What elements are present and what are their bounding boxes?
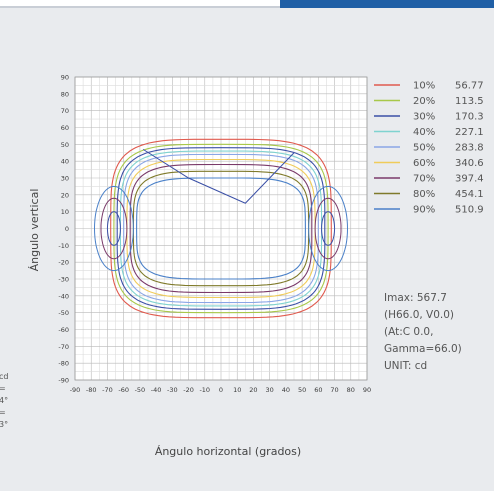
plot-border <box>74 76 368 381</box>
y-tick-label: -90 <box>58 377 69 385</box>
contour-lobe <box>93 185 134 272</box>
contours <box>93 138 349 319</box>
y-tick-label: 60 <box>61 124 69 132</box>
x-tick-label: 80 <box>347 386 355 394</box>
legend-label: 50% <box>413 143 435 154</box>
contour-lobe <box>314 197 342 260</box>
y-tick-label: 40 <box>61 158 69 166</box>
x-tick-label: 50 <box>298 386 306 394</box>
legend-label: 30% <box>413 112 435 123</box>
y-tick-label: -40 <box>58 292 69 300</box>
y-tick-label: 30 <box>61 175 69 183</box>
left-fragment: = <box>0 408 6 417</box>
x-tick-label: 70 <box>330 386 338 394</box>
left-fragment: 4° <box>0 396 8 405</box>
y-tick-label: 20 <box>61 191 69 199</box>
legend: 10% 56.77 20% 113.5 30% 170.3 40% 227.1 50% 283.8… <box>374 81 484 216</box>
info-line: UNIT: cd <box>384 360 427 372</box>
legend-value: 56.77 <box>455 81 484 92</box>
contour-lobe <box>100 197 128 260</box>
x-tick-label: -90 <box>70 386 81 394</box>
legend-value: 283.8 <box>455 143 484 154</box>
x-tick-label: 20 <box>249 386 257 394</box>
legend-label: 90% <box>413 205 435 216</box>
x-tick-label: -70 <box>102 386 113 394</box>
x-tick-label: 60 <box>314 386 322 394</box>
y-tick-label: 70 <box>61 107 69 115</box>
left-fragment: 3° <box>0 420 8 429</box>
info-line: (H66.0, V0.0) <box>384 309 454 321</box>
x-tick-labels: -90 -80 -70 -60 -50 -40 -30 -20 -10 0 10 20 30 40 50 60… <box>70 386 371 394</box>
contour-dip <box>142 148 295 204</box>
y-tick-label: -50 <box>58 309 69 317</box>
contour-line <box>116 147 326 310</box>
x-tick-label: -80 <box>86 386 97 394</box>
y-axis-title: Ángulo vertical <box>28 189 41 272</box>
contour-line <box>136 177 306 280</box>
legend-value: 170.3 <box>455 112 484 123</box>
contour-lobe <box>321 211 336 246</box>
y-tick-label: 10 <box>61 208 69 216</box>
x-tick-label: -60 <box>118 386 129 394</box>
info-block: Imax: 567.7 (H66.0, V0.0) (At:C 0.0, Gamma=… <box>384 292 462 372</box>
x-tick-label: 0 <box>219 386 223 394</box>
info-line: (At:C 0.0, <box>384 326 433 338</box>
y-tick-label: 90 <box>61 74 69 82</box>
legend-label: 70% <box>413 174 435 185</box>
x-tick-label: 90 <box>363 386 371 394</box>
legend-value: 340.6 <box>455 158 484 169</box>
legend-label: 10% <box>413 81 435 92</box>
x-tick-label: 40 <box>282 386 290 394</box>
x-tick-label: -50 <box>135 386 146 394</box>
y-tick-labels: 90 80 70 60 50 40 30 20 10 0 -10 -20 -30 -40 -50 -60 -70… <box>58 74 69 385</box>
info-line: Gamma=66.0) <box>384 343 462 355</box>
contour-lobe <box>106 211 121 246</box>
y-tick-label: -20 <box>58 259 69 267</box>
y-tick-label: 50 <box>61 141 69 149</box>
legend-value: 510.9 <box>455 205 484 216</box>
left-fragment: cd <box>0 372 8 381</box>
contour-lobe <box>308 185 349 272</box>
y-tick-label: 80 <box>61 90 69 98</box>
legend-value: 454.1 <box>455 189 484 200</box>
top-accent-bar <box>280 0 494 8</box>
legend-label: 40% <box>413 127 435 138</box>
x-tick-label: -40 <box>151 386 162 394</box>
x-tick-label: -20 <box>183 386 194 394</box>
y-tick-label: -30 <box>58 276 69 284</box>
left-fragments: cd = 4° = 3° <box>0 372 8 429</box>
top-tab-strip <box>0 0 280 6</box>
legend-label: 80% <box>413 189 435 200</box>
info-line: Imax: 567.7 <box>384 292 447 304</box>
contour-line <box>129 163 313 294</box>
x-tick-label: 10 <box>233 386 241 394</box>
y-tick-label: -10 <box>58 242 69 250</box>
legend-label: 60% <box>413 158 435 169</box>
x-tick-label: -30 <box>167 386 178 394</box>
y-tick-label: -70 <box>58 343 69 351</box>
legend-value: 397.4 <box>455 174 484 185</box>
y-tick-label: 0 <box>65 225 69 233</box>
left-fragment: = <box>0 384 6 393</box>
y-tick-label: -60 <box>58 326 69 334</box>
y-tick-label: -80 <box>58 360 69 368</box>
x-tick-label: 30 <box>266 386 274 394</box>
legend-value: 113.5 <box>455 96 484 107</box>
x-axis-title: Ángulo horizontal (grados) <box>155 445 301 458</box>
contour-line <box>110 138 332 319</box>
legend-value: 227.1 <box>455 127 484 138</box>
top-tab-divider <box>0 6 280 8</box>
x-tick-label: -10 <box>199 386 210 394</box>
legend-label: 20% <box>413 96 435 107</box>
contour-line <box>113 143 329 314</box>
contour-line <box>123 153 319 304</box>
